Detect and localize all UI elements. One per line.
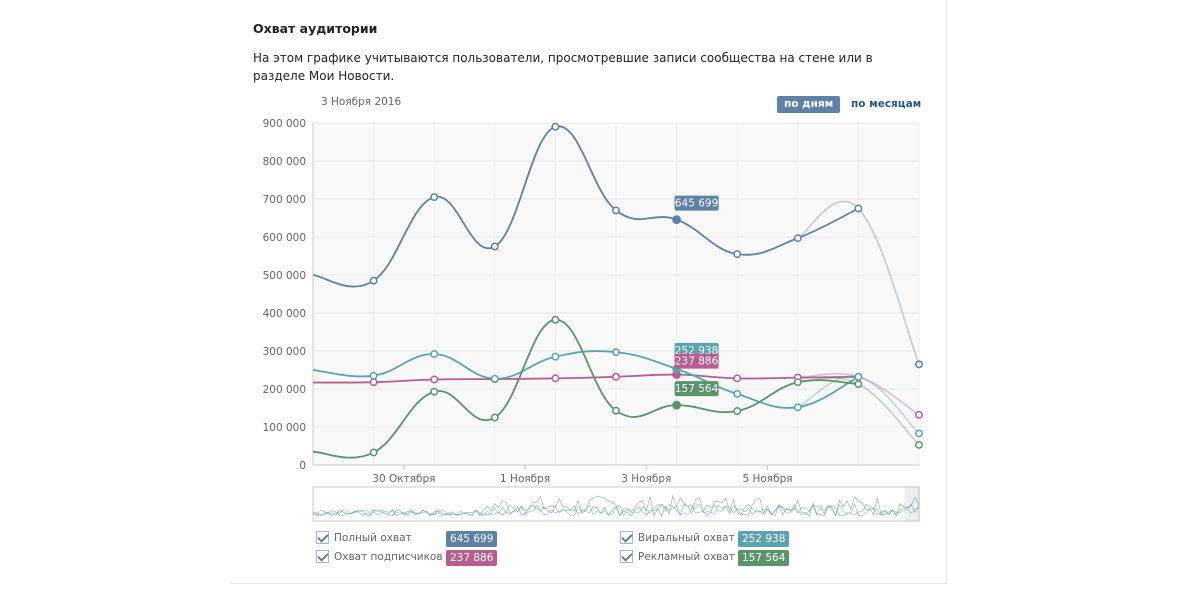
current-date-label: 3 Ноября 2016 [321,96,402,108]
legend-checkbox[interactable] [316,531,329,544]
series-point[interactable] [733,374,742,383]
series-point[interactable] [915,440,923,449]
series-point[interactable] [551,374,560,383]
legend-item[interactable]: Полный охват [316,531,412,544]
series-point[interactable] [915,360,923,369]
y-tick-label: 0 [299,460,306,472]
y-tick-label: 900 000 [263,118,306,130]
section-description: На этом графике учитываются пользователи… [253,51,873,83]
series-point[interactable] [612,206,620,215]
value-label: 157 564 [675,383,719,395]
legend-checkbox[interactable] [620,550,633,563]
legend-item[interactable]: Виральный охват [620,531,735,544]
legend-value-badge: 252 938 [738,531,790,547]
x-tick-label: 5 Ноября [742,473,792,485]
legend-checkbox[interactable] [316,550,329,563]
legend-item[interactable]: Рекламный охват [620,550,735,563]
series-point[interactable] [369,378,378,387]
legend-value-badge: 237 886 [446,550,498,566]
series-point[interactable] [793,403,802,412]
series-point[interactable] [915,429,923,438]
series-point[interactable] [854,204,863,213]
y-tick-label: 400 000 [263,308,306,320]
x-tick-label: 1 Ноября [500,473,550,485]
legend-checkbox[interactable] [620,531,633,544]
series-point[interactable] [490,413,499,422]
series-point[interactable] [854,372,863,381]
stats-panel [230,0,947,584]
series-point[interactable] [430,193,439,202]
series-point[interactable] [490,374,499,383]
series-point[interactable] [793,234,802,243]
series-point[interactable] [733,250,742,259]
x-tick-label: 3 Ноября [621,473,671,485]
value-label: 237 886 [675,356,719,368]
y-tick-label: 100 000 [263,422,306,434]
series-line [312,318,859,459]
series-point[interactable] [612,372,620,381]
y-tick-label: 500 000 [263,270,306,282]
series-point[interactable] [733,389,742,398]
legend-item[interactable]: Охват подписчиков [316,550,443,563]
series-point[interactable] [430,375,439,384]
series-point[interactable] [551,352,560,361]
y-tick-label: 300 000 [263,346,306,358]
series-point[interactable] [793,378,802,387]
series-point[interactable] [551,315,560,324]
value-label: 645 699 [675,198,718,210]
series-point[interactable] [369,276,378,285]
navigator-trace [312,503,920,517]
series-highlight-point[interactable] [672,215,681,224]
legend-label: Охват подписчиков [334,550,443,563]
timeline-navigator[interactable] [312,486,920,522]
series-point[interactable] [915,410,923,419]
series-point[interactable] [490,242,499,251]
mode-days-button[interactable]: по дням [777,96,841,113]
legend-label: Полный охват [334,531,412,544]
series-point[interactable] [733,407,742,415]
series-point[interactable] [430,350,439,358]
legend-value-badge: 157 564 [738,550,790,566]
y-tick-label: 600 000 [263,232,306,244]
y-tick-label: 200 000 [263,384,306,396]
series-line [312,125,859,288]
y-tick-label: 700 000 [263,194,306,206]
legend-label: Виральный охват [638,531,735,544]
series-line-forecast [797,200,920,365]
series-point[interactable] [612,406,620,415]
legend-label: Рекламный охват [638,550,735,563]
series-point[interactable] [551,122,560,131]
section-title: Охват аудитории [253,21,378,36]
series-highlight-point[interactable] [672,400,681,410]
series-line [312,373,859,384]
value-label-box [674,381,719,397]
mode-months-button[interactable]: по месяцам [851,98,922,110]
navigator-selection[interactable] [904,486,920,522]
legend-value-badge: 645 699 [446,531,498,547]
series-line [312,350,859,409]
series-point[interactable] [430,387,439,396]
y-tick-label: 800 000 [263,156,306,168]
series-point[interactable] [612,348,620,357]
series-point[interactable] [369,448,378,457]
series-point[interactable] [369,371,378,380]
x-tick-label: 30 Октября [372,473,435,485]
series-point[interactable] [854,380,863,389]
value-label-box [674,195,719,211]
value-label-box [674,353,719,369]
